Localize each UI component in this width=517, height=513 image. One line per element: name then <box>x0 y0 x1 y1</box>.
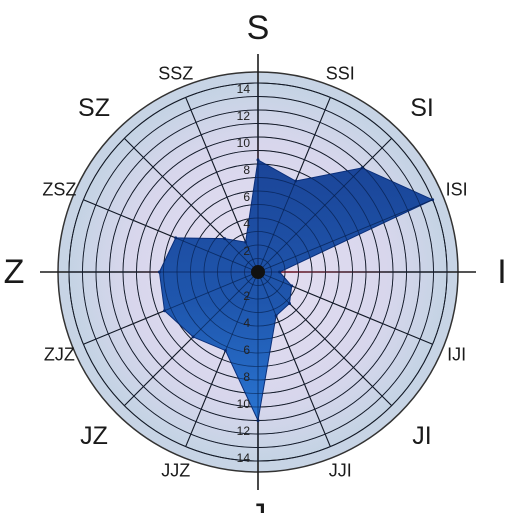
tick-label-upper: 12 <box>237 109 251 123</box>
overlay-spoke <box>257 97 331 273</box>
tick-label-lower: 8 <box>243 370 250 384</box>
direction-label-iji: IJI <box>447 344 466 364</box>
tick-label-lower: 10 <box>237 397 251 411</box>
overlay-spoke <box>257 271 331 447</box>
tick-label-lower: 12 <box>237 424 251 438</box>
overlay-spoke <box>185 271 259 447</box>
center-hub <box>251 265 265 279</box>
direction-label-isi: ISI <box>446 180 468 200</box>
direction-label-i: I <box>497 253 506 291</box>
tick-label-upper: 4 <box>243 217 250 231</box>
direction-label-zsz: ZSZ <box>42 180 76 200</box>
overlay-spoke <box>257 271 433 345</box>
tick-label-lower: 14 <box>237 451 251 465</box>
direction-label-ji: JI <box>412 422 431 450</box>
tick-label-lower: 4 <box>243 316 250 330</box>
overlay-spoke <box>124 138 259 273</box>
direction-label-s: S <box>247 9 270 47</box>
tick-label-upper: 10 <box>237 136 251 150</box>
direction-label-j: J <box>250 497 267 513</box>
overlay-spoke <box>124 271 259 406</box>
tick-label-upper: 8 <box>243 163 250 177</box>
overlay-spoke <box>83 271 259 345</box>
direction-label-z: Z <box>4 253 25 291</box>
direction-label-jji: JJI <box>329 461 352 481</box>
direction-label-ssi: SSI <box>326 63 355 83</box>
overlay-spoke <box>257 199 433 273</box>
overlay-spoke <box>185 97 259 273</box>
direction-label-jjz: JJZ <box>161 461 190 481</box>
overlay-spoke <box>83 199 259 273</box>
direction-label-ssz: SSZ <box>158 63 193 83</box>
direction-label-jz: JZ <box>80 422 108 450</box>
tick-label-upper: 14 <box>237 82 251 96</box>
overlay-spoke <box>257 138 392 273</box>
tick-label-upper: 2 <box>243 244 250 258</box>
direction-label-si: SI <box>410 94 434 122</box>
overlay-spoke <box>257 271 392 406</box>
tick-label-lower: 2 <box>243 289 250 303</box>
tick-label-lower: 6 <box>243 343 250 357</box>
direction-label-sz: SZ <box>78 94 110 122</box>
tick-label-upper: 6 <box>243 190 250 204</box>
direction-label-zjz: ZJZ <box>44 344 75 364</box>
